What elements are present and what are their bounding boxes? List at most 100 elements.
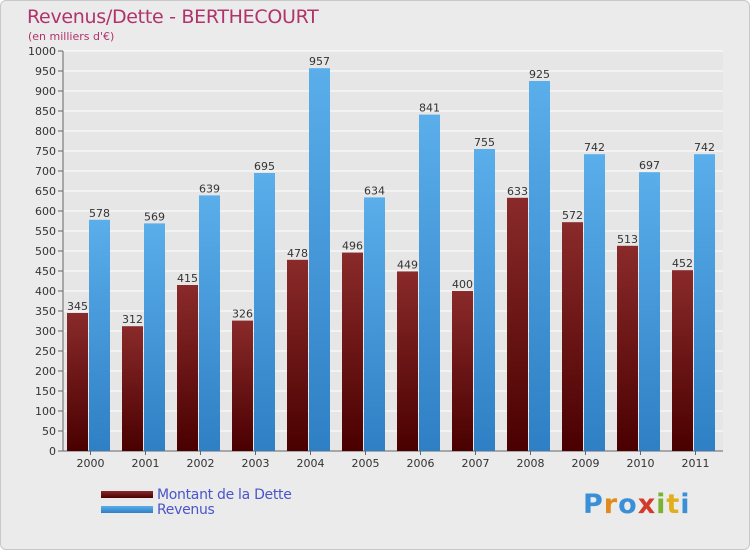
data-label-revenue: 578 (89, 207, 110, 220)
chart-subtitle: (en milliers d'€) (28, 30, 115, 43)
bar-revenue (309, 68, 330, 451)
data-label-debt: 496 (342, 240, 363, 253)
y-tick-label: 950 (35, 65, 56, 78)
data-label-revenue: 925 (529, 68, 550, 81)
bar-revenue (254, 173, 275, 451)
x-tick-label: 2001 (132, 457, 160, 470)
y-tick-label: 0 (49, 445, 56, 458)
chart-title: Revenus/Dette - BERTHECOURT (27, 6, 319, 28)
bar-revenue (419, 114, 440, 451)
data-label-revenue: 639 (199, 182, 220, 195)
x-tick-label: 2011 (682, 457, 710, 470)
y-tick-label: 100 (35, 405, 56, 418)
data-label-debt: 345 (67, 300, 88, 313)
y-tick-label: 750 (35, 145, 56, 158)
bar-revenue (639, 172, 660, 451)
data-label-debt: 633 (507, 185, 528, 198)
bar-debt (672, 270, 693, 451)
chart-legend: Montant de la Dette Revenus (101, 486, 292, 518)
bar-debt (67, 313, 88, 451)
logo-letter: t (666, 489, 681, 520)
bar-revenue (474, 149, 495, 451)
data-label-debt: 513 (617, 233, 638, 246)
x-tick-label: 2006 (407, 457, 435, 470)
logo-letter: o (618, 489, 638, 520)
bar-revenue (529, 81, 550, 451)
bar-debt (232, 320, 253, 451)
legend-item-debt: Montant de la Dette (101, 486, 292, 503)
legend-label-revenue: Revenus (157, 501, 215, 518)
bar-revenue (364, 197, 385, 451)
data-label-revenue: 697 (639, 159, 660, 172)
x-tick-label: 2003 (242, 457, 270, 470)
legend-item-revenue: Revenus (101, 501, 292, 518)
x-tick-label: 2010 (627, 457, 655, 470)
data-label-revenue: 742 (694, 141, 715, 154)
bar-revenue (694, 154, 715, 451)
y-tick-label: 250 (35, 345, 56, 358)
logo-letter: x (637, 489, 657, 520)
bar-debt (287, 259, 308, 451)
bar-debt (507, 197, 528, 451)
logo-letter: P (583, 489, 604, 520)
logo-letter: r (603, 489, 619, 520)
x-tick-label: 2009 (572, 457, 600, 470)
logo-letter: i (680, 489, 691, 520)
y-tick-label: 850 (35, 105, 56, 118)
logo-letter: i (656, 489, 667, 520)
y-tick-label: 600 (35, 205, 56, 218)
x-tick-label: 2007 (462, 457, 490, 470)
bar-debt (342, 252, 363, 451)
proxiti-logo: Proxiti (583, 489, 691, 520)
y-tick-label: 350 (35, 305, 56, 318)
data-label-revenue: 742 (584, 141, 605, 154)
data-label-debt: 312 (122, 313, 143, 326)
x-tick-label: 2005 (352, 457, 380, 470)
y-tick-label: 200 (35, 365, 56, 378)
data-label-debt: 415 (177, 272, 198, 285)
data-label-revenue: 957 (309, 55, 330, 68)
bar-debt (617, 245, 638, 451)
y-tick-label: 150 (35, 385, 56, 398)
y-tick-label: 500 (35, 245, 56, 258)
bar-debt (397, 271, 418, 451)
y-tick-label: 450 (35, 265, 56, 278)
bar-revenue (89, 219, 110, 451)
data-label-debt: 478 (287, 247, 308, 260)
y-tick-label: 650 (35, 185, 56, 198)
x-tick-label: 2004 (297, 457, 325, 470)
bar-revenue (199, 195, 220, 451)
bar-revenue (584, 154, 605, 451)
y-tick-label: 50 (42, 425, 56, 438)
legend-label-debt: Montant de la Dette (157, 486, 292, 503)
data-label-debt: 400 (452, 278, 473, 291)
y-tick-label: 700 (35, 165, 56, 178)
y-tick-label: 550 (35, 225, 56, 238)
x-tick-label: 2002 (187, 457, 215, 470)
data-label-revenue: 695 (254, 160, 275, 173)
y-tick-label: 900 (35, 85, 56, 98)
data-label-revenue: 569 (144, 210, 165, 223)
bar-debt (452, 291, 473, 451)
data-label-revenue: 841 (419, 102, 440, 115)
y-tick-label: 1000 (28, 45, 56, 58)
bar-revenue (144, 223, 165, 451)
data-label-debt: 452 (672, 257, 693, 270)
legend-swatch-revenue (101, 506, 153, 513)
y-tick-label: 300 (35, 325, 56, 338)
y-tick-label: 400 (35, 285, 56, 298)
bar-debt (562, 222, 583, 451)
data-label-debt: 572 (562, 209, 583, 222)
x-tick-label: 2000 (77, 457, 105, 470)
data-label-revenue: 634 (364, 184, 385, 197)
legend-swatch-debt (101, 491, 153, 498)
y-tick-label: 800 (35, 125, 56, 138)
x-tick-label: 2008 (517, 457, 545, 470)
bar-debt (122, 326, 143, 451)
bar-debt (177, 285, 198, 451)
data-label-revenue: 755 (474, 136, 495, 149)
data-label-debt: 326 (232, 308, 253, 321)
data-label-debt: 449 (397, 258, 418, 271)
